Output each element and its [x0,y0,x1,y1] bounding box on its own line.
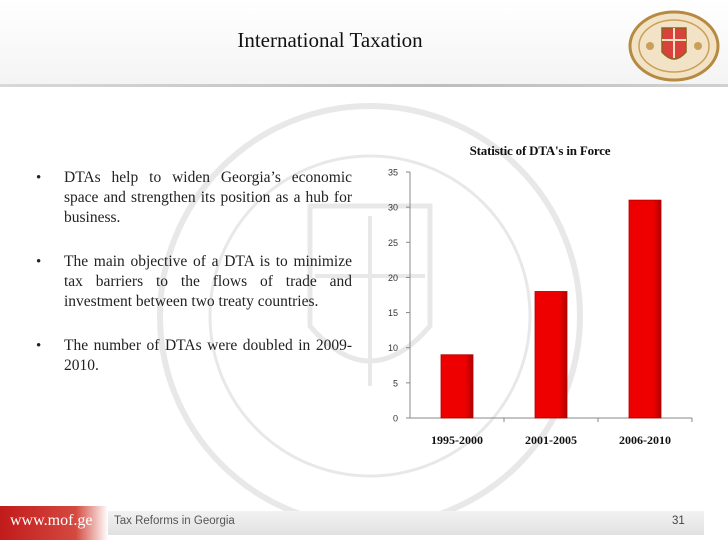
y-tick-label: 25 [388,238,398,248]
y-tick-label: 5 [393,378,398,388]
x-tick-label: 2006-2010 [619,433,671,447]
bullet-marker: • [36,254,42,270]
chart-title: Statistic of DTA's in Force [469,143,611,158]
x-tick-label: 1995-2000 [431,433,483,447]
watermark-seal-icon [157,103,583,529]
y-tick-label: 0 [393,414,398,424]
page-number: 31 [672,515,685,527]
bar [534,291,568,419]
bar [440,354,474,419]
slide-header: International Taxation [0,0,728,84]
ministry-seal-icon [628,10,720,82]
y-tick-label: 20 [388,273,398,283]
y-tick-label: 15 [388,308,398,318]
header-divider [0,84,728,87]
bullet-text: The number of DTAs were doubled in 2009-… [64,337,352,374]
bullet-marker: • [36,170,42,186]
bullet-marker: • [36,338,42,354]
bullet-item: • DTAs help to widen Georgia’s economic … [30,168,352,228]
bullet-text: DTAs help to widen Georgia’s economic sp… [64,169,352,226]
bullet-item: • The main objective of a DTA is to mini… [30,252,352,312]
x-tick-label: 2001-2005 [525,433,577,447]
slide-title: International Taxation [237,28,423,52]
slide-footer: www.mof.ge Tax Reforms in Georgia 31 [0,506,728,540]
y-tick-label: 30 [388,203,398,213]
bullet-list: • DTAs help to widen Georgia’s economic … [30,168,352,400]
bullet-item: • The number of DTAs were doubled in 200… [30,336,352,376]
footer-text: Tax Reforms in Georgia [114,515,235,527]
bar-chart: 0 5 10 15 20 25 30 35 1995-2000 2001-2005 2006-201… [388,168,693,447]
y-tick-label: 35 [388,168,398,178]
footer-brand-band [0,506,108,540]
footer-url[interactable]: www.mof.ge [10,512,93,529]
y-tick-label: 10 [388,343,398,353]
bullet-text: The main objective of a DTA is to minimi… [64,253,352,310]
footer-bar [108,511,704,535]
bar [628,199,662,419]
